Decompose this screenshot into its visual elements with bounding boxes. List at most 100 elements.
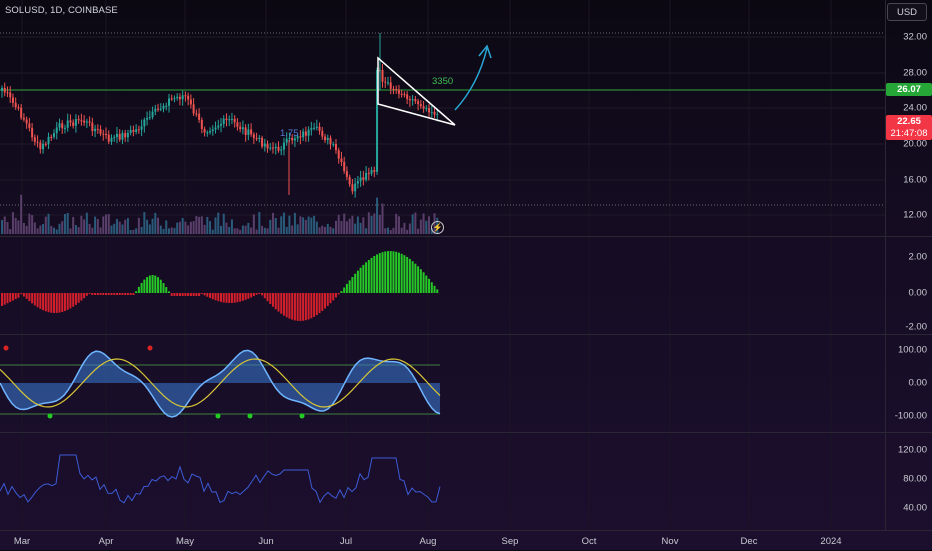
volume-bar — [299, 216, 302, 234]
macd-bar — [148, 275, 151, 293]
candle — [135, 129, 138, 132]
candle — [140, 126, 143, 130]
volume-bar — [225, 222, 228, 234]
candle — [53, 133, 56, 137]
macd-bar — [184, 293, 187, 296]
volume-bar — [244, 225, 247, 234]
macd-bar — [140, 282, 143, 293]
macd-bar — [274, 293, 277, 310]
macd-bar — [233, 293, 236, 303]
volume-bar — [129, 229, 132, 234]
volume-bar — [132, 229, 135, 234]
macd-bar — [55, 293, 58, 313]
candle — [214, 127, 217, 130]
volume-bar — [61, 221, 64, 234]
macd-bar — [269, 293, 272, 304]
volume-bar — [53, 227, 56, 234]
candle — [58, 123, 61, 128]
volume-bar — [58, 223, 61, 234]
macd-bar — [69, 293, 72, 309]
pane-separator[interactable] — [0, 432, 932, 433]
time-axis[interactable]: Mar Apr May Jun Jul Aug Sep Oct Nov Dec … — [0, 530, 932, 551]
candle — [184, 95, 187, 97]
volume-bar — [22, 222, 25, 234]
macd-bar — [195, 293, 198, 296]
candle — [220, 123, 222, 126]
candle — [20, 107, 23, 118]
volume-bar — [345, 221, 348, 234]
macd-bar — [258, 293, 261, 294]
macd-bar — [209, 293, 212, 299]
macd-bar — [189, 293, 192, 296]
volume-bar — [411, 214, 414, 234]
volume-bar — [80, 215, 83, 234]
price-tick: 32.00 — [903, 31, 927, 43]
macd-bar — [33, 293, 36, 306]
macd-bar — [334, 293, 337, 298]
chart-canvas[interactable] — [0, 0, 885, 530]
macd-bar — [178, 293, 181, 296]
volume-bar — [176, 222, 179, 234]
pane-separator[interactable] — [0, 236, 932, 237]
macd-bar — [129, 293, 132, 295]
volume-bar — [239, 229, 242, 234]
volume-bar — [124, 219, 127, 234]
currency-button[interactable]: USD — [887, 3, 927, 21]
volume-bar — [151, 218, 154, 234]
candle — [376, 70, 379, 172]
volume-bar — [406, 229, 409, 234]
macd-bar — [280, 293, 283, 314]
macd-bar — [151, 275, 154, 293]
lightning-icon[interactable]: ⚡ — [431, 221, 444, 234]
macd-bar — [88, 293, 91, 294]
candle — [203, 128, 206, 133]
candle — [244, 127, 247, 135]
candle — [113, 137, 116, 139]
candle — [222, 118, 225, 124]
volume-bar — [91, 227, 94, 234]
pane-separator[interactable] — [0, 334, 932, 335]
macd-bar — [206, 293, 209, 297]
macd-bar — [414, 263, 417, 293]
volume-bar — [36, 228, 39, 234]
volume-bar — [348, 218, 351, 234]
macd-bar — [425, 275, 428, 293]
candle — [263, 143, 266, 147]
volume-bar — [3, 216, 6, 234]
volume-bar — [195, 215, 198, 234]
volume-bar — [332, 228, 335, 234]
volume-bar — [1, 220, 3, 234]
volume-bar — [291, 225, 294, 234]
macd-bar — [198, 293, 201, 296]
volume-bar — [417, 228, 420, 234]
macd-bar — [299, 293, 302, 321]
candle — [209, 130, 212, 133]
candle — [187, 95, 190, 100]
macd-bar — [282, 293, 285, 316]
candle — [285, 138, 288, 143]
volume-bar — [367, 212, 370, 234]
candle — [173, 98, 176, 100]
osc-fill — [0, 350, 440, 417]
macd-tick: -2.00 — [905, 321, 927, 333]
candle — [50, 136, 53, 138]
candle — [1, 87, 3, 91]
candle — [324, 136, 327, 141]
candle — [428, 108, 431, 113]
candle — [55, 127, 58, 134]
candle — [274, 146, 277, 149]
candle — [181, 95, 184, 100]
macd-bar — [365, 262, 368, 293]
candle — [66, 120, 69, 128]
volume-bar — [63, 214, 66, 234]
macd-tick: 0.00 — [908, 287, 928, 299]
macd-bar — [17, 293, 20, 298]
price-axis[interactable]: 32.00 28.00 24.00 20.00 16.00 12.00 2.00… — [885, 0, 932, 530]
macd-bar — [200, 293, 203, 294]
candle — [148, 117, 151, 119]
candle — [178, 96, 181, 100]
macd-bar — [61, 293, 64, 312]
candle — [80, 120, 83, 122]
macd-bar — [9, 293, 12, 302]
